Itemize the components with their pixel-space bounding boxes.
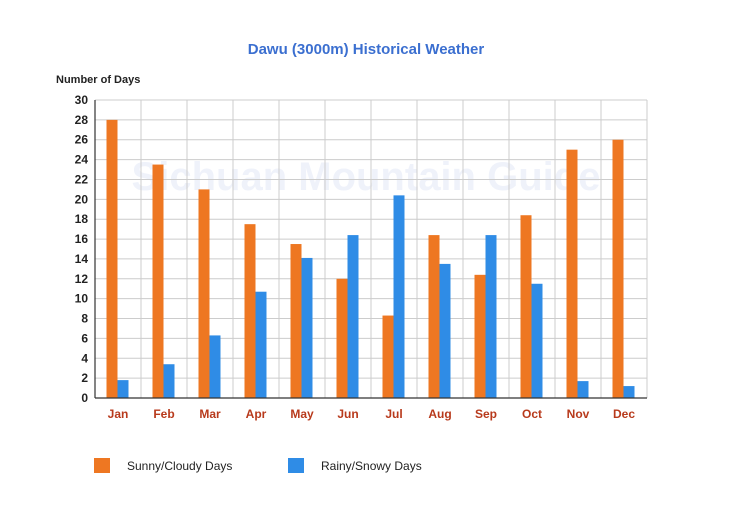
chart-title: Dawu (3000m) Historical Weather (248, 41, 485, 58)
bar-rainy-snowy (623, 386, 635, 398)
bar-rainy-snowy (393, 195, 405, 398)
bar-rainy-snowy (163, 364, 175, 398)
bar-sunny-cloudy (566, 149, 578, 398)
bar-rainy-snowy (347, 235, 359, 398)
y-tick-label: 14 (75, 252, 89, 266)
y-tick-label: 2 (81, 371, 88, 385)
x-tick-label: Feb (153, 407, 174, 421)
legend-label: Rainy/Snowy Days (321, 459, 422, 473)
bar-rainy-snowy (209, 335, 221, 398)
x-tick-label: Sep (475, 407, 497, 421)
bar-rainy-snowy (485, 235, 497, 398)
y-tick-label: 12 (75, 272, 89, 286)
y-tick-label: 0 (81, 391, 88, 405)
bar-rainy-snowy (301, 257, 313, 398)
bar-sunny-cloudy (612, 139, 624, 398)
x-tick-labels: Jan Feb Mar Apr May Jun Jul Aug Sep Oct Nov Dec (108, 407, 636, 421)
bar-sunny-cloudy (428, 235, 440, 398)
bar-rainy-snowy (577, 381, 589, 398)
bar-sunny-cloudy (106, 119, 118, 398)
x-tick-label: Jun (337, 407, 358, 421)
y-tick-label: 22 (75, 172, 89, 186)
bar-rainy-snowy (117, 380, 129, 398)
y-tick-label: 20 (75, 192, 89, 206)
x-tick-label: Jan (108, 407, 129, 421)
bar-rainy-snowy (255, 291, 267, 398)
grid-lines (95, 99, 648, 398)
y-tick-label: 30 (75, 93, 89, 107)
bars (106, 119, 635, 398)
watermark: Sichuan Mountain Guide (132, 155, 601, 199)
x-tick-label: Mar (199, 407, 221, 421)
x-tick-label: Apr (246, 407, 267, 421)
x-tick-label: Aug (428, 407, 451, 421)
x-tick-label: Jul (385, 407, 402, 421)
bar-sunny-cloudy (336, 278, 348, 398)
y-tick-label: 28 (75, 113, 89, 127)
legend-swatch (94, 458, 110, 473)
bar-sunny-cloudy (152, 164, 164, 398)
y-tick-label: 6 (81, 331, 88, 345)
bar-rainy-snowy (531, 283, 543, 398)
y-tick-label: 18 (75, 212, 89, 226)
y-axis-label: Number of Days (56, 74, 140, 86)
x-tick-label: May (290, 407, 314, 421)
legend-swatch (288, 458, 304, 473)
legend: Sunny/Cloudy Days Rainy/Snowy Days (94, 458, 422, 473)
bar-sunny-cloudy (198, 189, 210, 398)
x-tick-label: Dec (613, 407, 635, 421)
y-tick-label: 26 (75, 133, 89, 147)
bar-sunny-cloudy (244, 224, 256, 398)
x-tick-label: Oct (522, 407, 542, 421)
bar-sunny-cloudy (520, 215, 532, 398)
axes (94, 100, 647, 399)
bar-sunny-cloudy (290, 244, 302, 398)
x-tick-label: Nov (567, 407, 590, 421)
bar-rainy-snowy (439, 263, 451, 398)
y-tick-label: 4 (81, 351, 88, 365)
legend-label: Sunny/Cloudy Days (127, 459, 232, 473)
y-tick-label: 16 (75, 232, 89, 246)
y-tick-label: 8 (81, 312, 88, 326)
y-tick-label: 10 (75, 292, 89, 306)
bar-sunny-cloudy (382, 315, 394, 398)
bar-sunny-cloudy (474, 274, 486, 398)
y-tick-label: 24 (75, 153, 89, 167)
